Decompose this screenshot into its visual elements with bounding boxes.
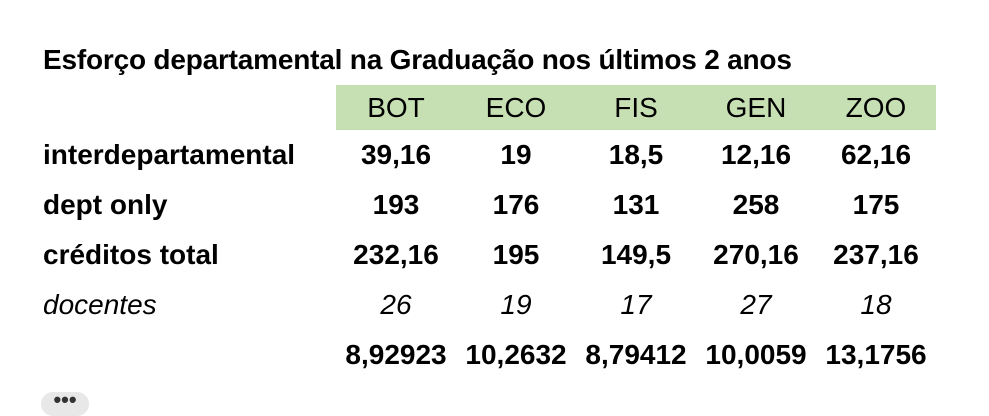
table-cell: 8,79412 xyxy=(585,339,687,370)
column-header-fis: FIS xyxy=(576,85,696,130)
table-cell: 13,1756 xyxy=(825,339,927,370)
table-cell: 62,16 xyxy=(840,139,912,170)
table-cell: 149,5 xyxy=(600,239,672,270)
table-cell: 270,16 xyxy=(713,239,799,270)
table-cell: 12,16 xyxy=(720,139,792,170)
table-cell: 27 xyxy=(740,289,772,320)
more-options-button[interactable]: ••• xyxy=(41,389,89,416)
table-row: 8,92923 10,2632 8,79412 10,0059 13,1756 xyxy=(40,330,936,380)
row-label: créditos total xyxy=(43,239,219,270)
row-label: dept only xyxy=(43,189,168,220)
table-cell: 232,16 xyxy=(353,239,439,270)
table-cell: 19 xyxy=(500,139,532,170)
row-label xyxy=(40,330,336,380)
column-header-bot: BOT xyxy=(336,85,456,130)
table-cell: 26 xyxy=(380,289,412,320)
column-header-zoo: ZOO xyxy=(816,85,936,130)
table-cell: 17 xyxy=(620,289,652,320)
table-cell: 176 xyxy=(492,189,540,220)
table-cell: 10,0059 xyxy=(705,339,807,370)
table-cell: 193 xyxy=(372,189,420,220)
ellipsis-icon: ••• xyxy=(53,387,77,412)
table-cell: 18,5 xyxy=(608,139,664,170)
table-cell: 19 xyxy=(500,289,532,320)
table-cell: 237,16 xyxy=(833,239,919,270)
column-header-gen: GEN xyxy=(696,85,816,130)
table-cell: 39,16 xyxy=(360,139,432,170)
table-row: créditos total 232,16 195 149,5 270,16 2… xyxy=(40,230,936,280)
table-row: docentes 26 19 17 27 18 xyxy=(40,280,936,330)
header-row: BOT ECO FIS GEN ZOO xyxy=(40,85,936,130)
table-row: dept only 193 176 131 258 175 xyxy=(40,180,936,230)
data-table: BOT ECO FIS GEN ZOO interdepartamental 3… xyxy=(40,85,936,380)
table-cell: 131 xyxy=(612,189,660,220)
column-header-eco: ECO xyxy=(456,85,576,130)
row-label: docentes xyxy=(43,289,157,320)
table-cell: 195 xyxy=(492,239,540,270)
table-cell: 8,92923 xyxy=(345,339,447,370)
header-corner xyxy=(40,85,336,130)
table-cell: 10,2632 xyxy=(465,339,567,370)
row-label: interdepartamental xyxy=(43,139,296,170)
table-cell: 258 xyxy=(732,189,780,220)
table-cell: 18 xyxy=(860,289,892,320)
table-title: Esforço departamental na Graduação nos ú… xyxy=(43,44,792,75)
table-row: interdepartamental 39,16 19 18,5 12,16 6… xyxy=(40,130,936,180)
table-cell: 175 xyxy=(852,189,900,220)
